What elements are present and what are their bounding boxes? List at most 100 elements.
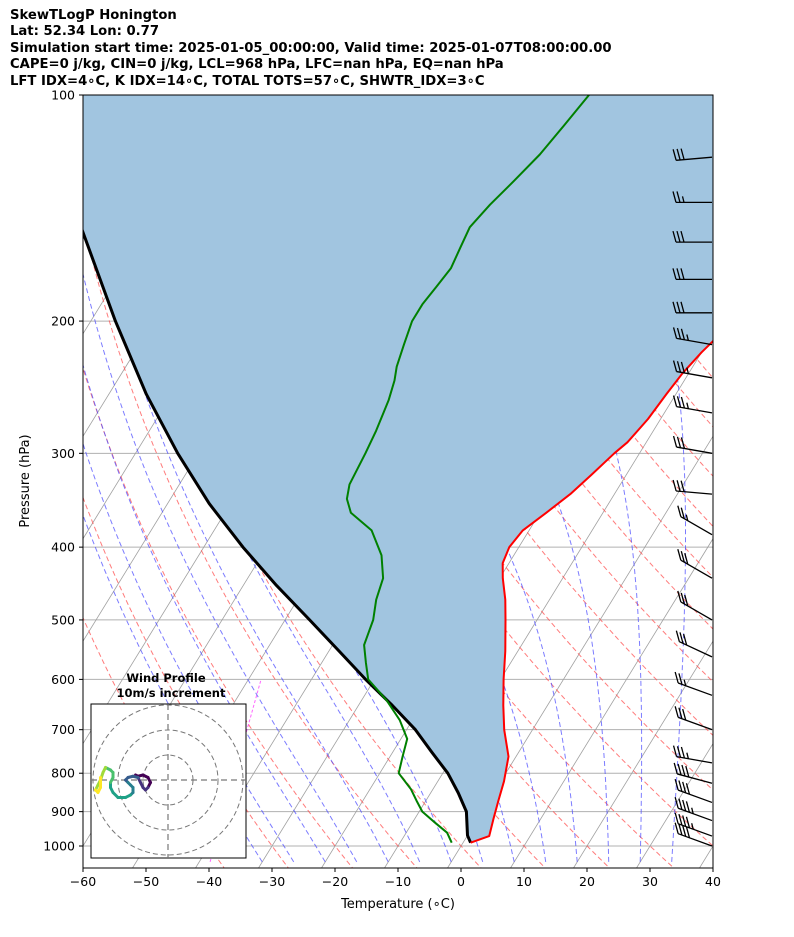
y-tick-label: 900 [51, 804, 75, 819]
x-tick-label: −10 [385, 874, 411, 889]
wind-barb [677, 549, 713, 579]
wind-barb-flag [676, 148, 681, 161]
y-tick-label: 1000 [43, 839, 75, 854]
wind-barb [677, 590, 713, 621]
x-tick-label: −60 [70, 874, 96, 889]
x-tick-label: 30 [642, 874, 658, 889]
wind-barb-half-flag [683, 679, 687, 686]
wind-barb-flag [680, 480, 685, 492]
wind-barb-staff [676, 755, 713, 764]
plot-area [83, 61, 794, 878]
y-tick-label: 500 [51, 612, 75, 627]
wind-barb-flag [685, 826, 691, 838]
wind-barb-half-flag [686, 334, 689, 341]
wind-barb-flag [678, 823, 683, 836]
moist-adiabat-line [83, 363, 326, 863]
parcel-profile-line [83, 228, 472, 844]
wind-barb-flag [678, 673, 683, 685]
wind-barb-staff [677, 823, 713, 837]
location-line: Lat: 52.34 Lon: 0.77 [10, 24, 160, 40]
simulation-time-line: Simulation start time: 2025-01-05_00:00:… [10, 40, 612, 56]
dry-adiabat-line [83, 366, 354, 868]
wind-barb-staff [679, 641, 713, 658]
wind-barb-flag [676, 746, 682, 758]
wind-barb [672, 191, 712, 204]
chart-header: SkewTLogP Honington Lat: 52.34 Lon: 0.77… [10, 8, 612, 90]
wind-barb-flag [676, 396, 682, 408]
wind-barb-flag [672, 230, 677, 243]
wind-barb-flag [676, 436, 682, 448]
wind-barb [673, 762, 713, 784]
wind-barb-flag [682, 799, 687, 812]
wind-barb-staff [676, 446, 713, 454]
wind-barb-flag [678, 707, 683, 719]
y-tick-label: 600 [51, 672, 75, 687]
wind-barb [672, 395, 713, 414]
wind-barb-staff [676, 490, 713, 495]
dewpoint-profile-line [345, 95, 590, 844]
wind-barb-flag [680, 592, 685, 605]
wind-barb-half-flag [686, 402, 689, 409]
wind-profile-body [91, 704, 246, 858]
wind-barb-flag [677, 763, 682, 776]
wind-barb-flag [682, 708, 687, 721]
wind-barb-flag [678, 780, 683, 792]
wind-barb-flag [672, 395, 678, 407]
stability-line: CAPE=0 j/kg, CIN=0 j/kg, LCL=968 hPa, LF… [10, 57, 504, 73]
wind-barb [672, 479, 713, 495]
wind-barb-flag [680, 301, 685, 313]
wind-barb-flag [674, 706, 679, 718]
wind-barb-flag [674, 797, 679, 809]
x-tick-label: 40 [705, 874, 721, 889]
wind-barb-flag [676, 301, 681, 313]
wind-barb-staff [676, 405, 713, 414]
dry-adiabat-line [83, 218, 418, 868]
wind-barb-half-flag [686, 367, 689, 374]
chart-title: SkewTLogP Honington [10, 8, 177, 23]
isotherm-line [757, 61, 794, 878]
wind-barb-flag [685, 816, 691, 829]
wind-barb-staff [677, 682, 713, 696]
y-axis-label: Pressure (hPa) [18, 434, 33, 527]
dry-adiabat-line [778, 95, 794, 877]
wind-barb-staff [676, 337, 713, 346]
wind-barb-flag [682, 825, 687, 837]
wind-barb-flag [680, 148, 685, 160]
wind-barb-flag [676, 480, 681, 492]
wind-barb-flag [684, 594, 689, 607]
x-tick-label: −50 [133, 874, 159, 889]
wind-barb [674, 706, 713, 731]
wind-barb-flag [678, 798, 683, 810]
wind-barb-staff [676, 156, 713, 161]
wind-barb [677, 505, 713, 536]
wind-barb-flag [672, 149, 677, 161]
x-tick-label: 0 [457, 874, 465, 889]
x-axis-label: Temperature (∘C) [340, 897, 455, 912]
isotherm-line [447, 435, 713, 868]
wind-barb-flag [679, 632, 684, 644]
wind-barb-flag [680, 396, 686, 409]
wind-barb-flag [682, 815, 687, 827]
temperature-profile-line [470, 339, 713, 844]
wind-barb-staff [676, 370, 713, 379]
wind-barb-flag [685, 765, 690, 778]
x-tick-label: −30 [259, 874, 285, 889]
cape-cin-area [83, 95, 713, 843]
wind-barb-flag [677, 505, 682, 517]
wind-barb [672, 745, 713, 764]
wind-barb-flag [685, 783, 691, 795]
y-tick-label: 300 [51, 446, 75, 461]
wind-barb-flag [675, 630, 681, 642]
wind-barb-staff [680, 601, 713, 621]
wind-barb-half-flag [681, 196, 685, 203]
wind-barbs [672, 148, 713, 847]
wind-barb [674, 671, 713, 696]
wind-barb-flag [685, 801, 691, 813]
wind-barb-flag [684, 553, 689, 565]
wind-barb-half-flag [686, 752, 689, 759]
x-tick-label: 20 [579, 874, 595, 889]
wind-barb-flag [680, 507, 685, 519]
wind-barb-flag [676, 268, 681, 280]
wind-barb-flag [677, 590, 682, 603]
wind-barb-flag [680, 551, 685, 563]
